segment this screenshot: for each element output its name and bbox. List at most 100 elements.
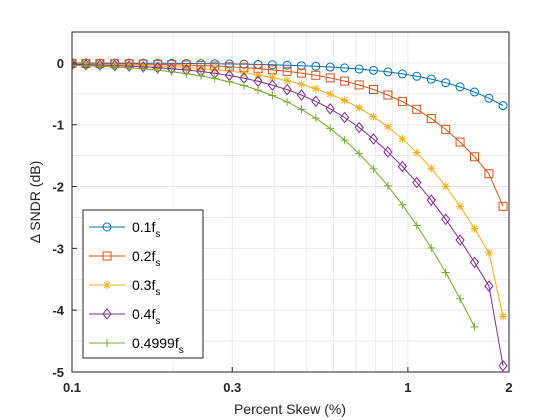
y-tick-label: -1 — [52, 118, 64, 133]
data-point — [383, 122, 392, 131]
data-point — [267, 60, 277, 70]
y-tick-label: -4 — [52, 303, 64, 318]
data-point — [470, 322, 479, 331]
data-point — [456, 294, 465, 303]
legend-entry-2: 0.2fs — [89, 248, 160, 269]
data-point — [225, 77, 234, 86]
legend-label-main: 0.1f — [132, 219, 155, 235]
data-point — [210, 65, 219, 74]
data-point — [268, 73, 277, 82]
legend-label: 0.4999fs — [132, 335, 184, 356]
legend-label: 0.3fs — [132, 277, 160, 298]
y-axis-label: Δ SNDR (dB) — [27, 161, 43, 243]
data-point — [311, 70, 321, 80]
legend-marker — [103, 281, 111, 289]
data-point — [355, 149, 364, 158]
data-point — [125, 63, 134, 72]
data-point — [369, 65, 379, 75]
legend-marker — [102, 251, 112, 261]
data-point — [340, 76, 350, 86]
legend-label-main: 0.4999f — [132, 335, 179, 351]
x-tick-label: 1 — [404, 380, 411, 395]
data-point — [110, 62, 119, 71]
data-point — [441, 78, 451, 88]
legend-label: 0.4fs — [132, 306, 160, 327]
data-point — [397, 97, 407, 107]
data-point — [456, 202, 465, 211]
data-point — [383, 90, 393, 100]
data-point — [455, 234, 465, 246]
legend-label-main: 0.4f — [132, 306, 155, 322]
data-point — [397, 160, 408, 173]
legend-marker — [103, 339, 111, 347]
data-point — [254, 70, 263, 79]
legend-label-subscript: s — [155, 258, 160, 269]
data-point — [383, 146, 393, 158]
data-point — [498, 101, 508, 111]
data-point — [340, 136, 349, 145]
data-point — [210, 74, 219, 83]
data-point — [81, 61, 90, 70]
data-point — [268, 91, 277, 100]
data-point — [282, 60, 292, 70]
plot-area-frame — [71, 31, 510, 373]
axis-ticks: 0.1 0.3 1 2 0 -1 -2 -3 -4 -5 — [52, 56, 512, 395]
data-point — [153, 66, 162, 75]
legend-label-subscript: s — [179, 345, 184, 356]
data-point — [282, 66, 292, 76]
data-point — [297, 80, 306, 89]
legend-entry-5: 0.4999fs — [89, 335, 184, 356]
data-point — [369, 112, 378, 121]
data-point — [355, 103, 364, 112]
data-point — [368, 133, 379, 145]
data-point — [283, 76, 292, 85]
data-point — [326, 124, 335, 133]
legend-entry-3: 0.3fs — [89, 277, 160, 298]
data-point — [383, 181, 392, 190]
y-tick-label: -2 — [52, 180, 64, 195]
data-point — [484, 93, 494, 103]
data-point — [239, 81, 248, 90]
data-point — [139, 64, 148, 73]
data-point — [297, 105, 306, 114]
data-point — [398, 200, 407, 209]
data-point — [441, 124, 451, 134]
data-point — [441, 268, 450, 277]
data-point — [397, 69, 407, 79]
data-point — [72, 61, 76, 70]
data-point — [340, 63, 350, 73]
data-point — [412, 148, 421, 157]
data-point — [296, 68, 306, 78]
data-point — [427, 244, 436, 253]
data-point — [398, 134, 407, 143]
data-point — [412, 71, 422, 81]
data-point — [455, 82, 465, 92]
y-tick-label: -5 — [52, 365, 64, 380]
data-point — [339, 111, 350, 124]
x-tick-label: 0.3 — [223, 380, 241, 395]
data-point — [254, 86, 263, 95]
legend-entry-1: 0.1fs — [89, 219, 160, 240]
data-point — [426, 74, 436, 84]
data-point — [325, 73, 335, 83]
data-point — [470, 87, 480, 97]
data-point — [326, 90, 335, 99]
data-point — [196, 64, 205, 73]
data-point — [498, 201, 508, 211]
data-point — [296, 61, 306, 71]
data-point — [383, 67, 393, 77]
data-point — [441, 213, 451, 226]
legend-label-main: 0.3f — [132, 277, 155, 293]
legend-label-main: 0.2f — [132, 248, 155, 264]
legend-label-subscript: s — [155, 287, 160, 298]
legend-label-subscript: s — [155, 229, 160, 240]
legend-label: 0.2fs — [132, 248, 160, 269]
data-point — [354, 64, 364, 74]
data-point — [311, 95, 321, 108]
series-layer — [72, 58, 508, 372]
data-point — [469, 256, 480, 269]
data-point — [81, 58, 91, 71]
data-point — [369, 84, 379, 94]
